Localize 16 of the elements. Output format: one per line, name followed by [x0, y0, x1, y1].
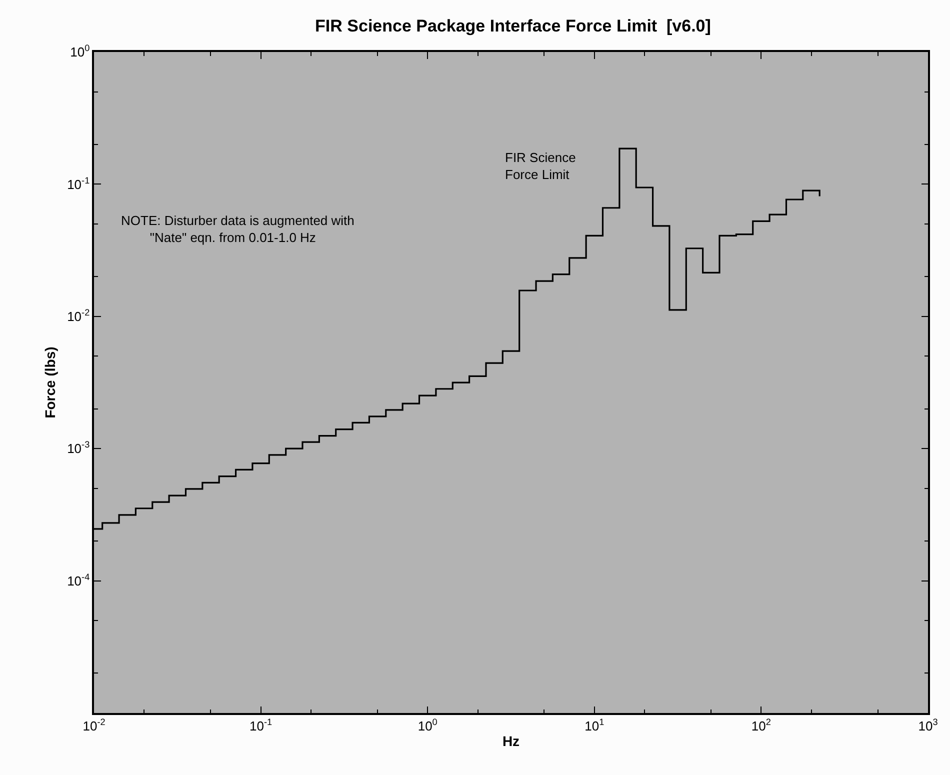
x-tick-label: 10$^{0}$ — [418, 716, 438, 734]
x-axis-title: Hz — [502, 733, 520, 750]
y-tick-label: 10$^{-4}$ — [67, 572, 90, 588]
chart-title: FIR Science Package Interface Force Limit [v6.0] — [315, 16, 711, 36]
x-tick-label: 10$^{-2}$ — [82, 716, 106, 734]
y-tick-label: 10$^{0}$ — [70, 43, 90, 60]
x-tick-label: 10$^{1}$ — [584, 716, 604, 734]
x-tick-label: 10$^{-1}$ — [250, 716, 272, 734]
y-axis-title: Force (lbs) — [42, 346, 58, 418]
x-tick-label: 10$^{3}$ — [918, 716, 938, 734]
y-tick-label: 10$^{-1}$ — [67, 175, 90, 192]
y-tick-label: 10$^{-2}$ — [67, 307, 90, 324]
annotation: FIR Science Force Limit — [505, 150, 576, 182]
x-tick-label: 10$^{2}$ — [751, 716, 771, 734]
y-tick-label: 10$^{-3}$ — [67, 440, 90, 456]
annotation: NOTE: Disturber data is augmented with "Nate" eqn. from 0.01-1.0 Hz — [121, 213, 354, 245]
